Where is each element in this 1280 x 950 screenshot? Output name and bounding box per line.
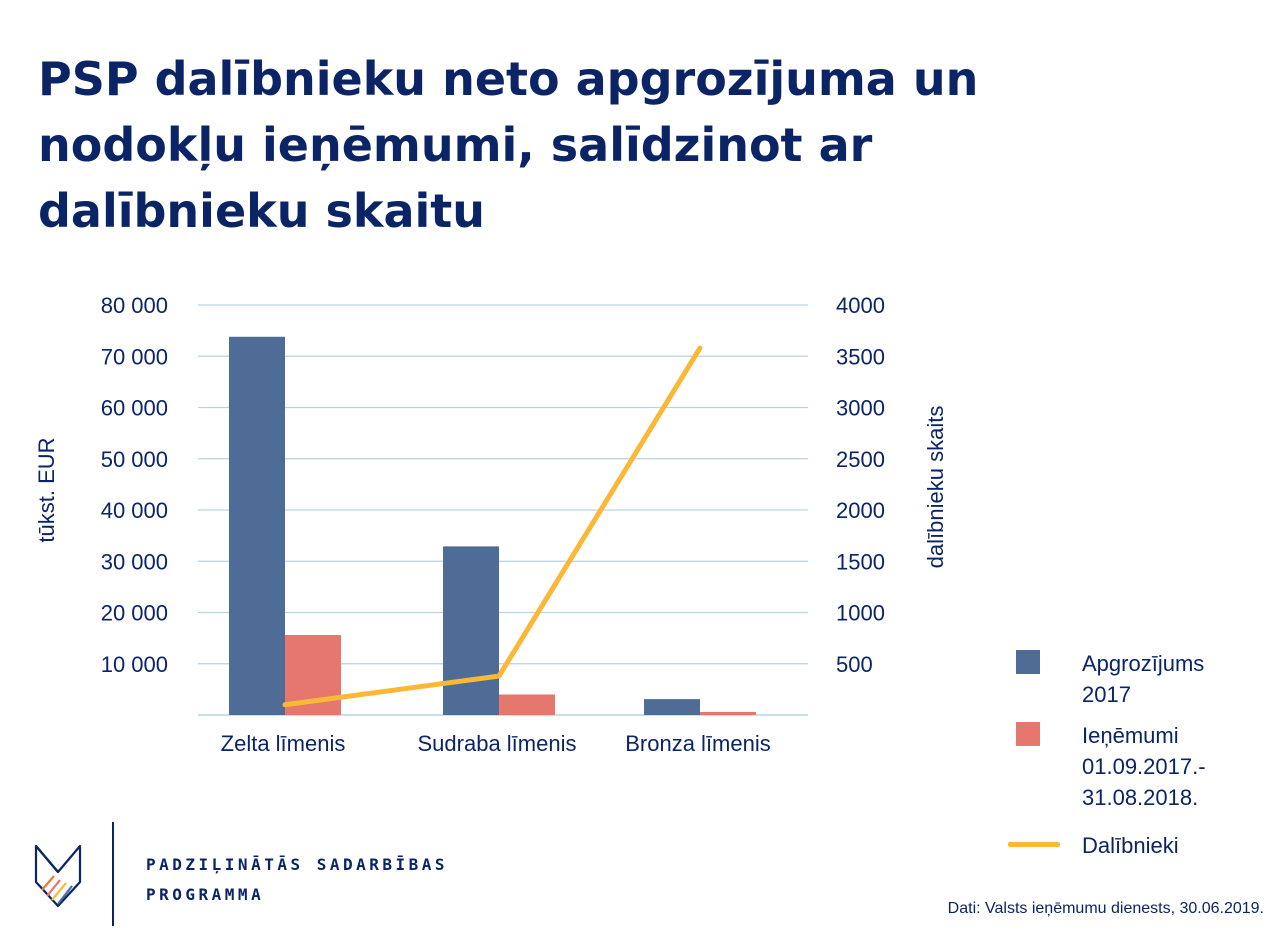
legend-swatch-turnover: [1016, 650, 1040, 674]
y2-tick-label-right: 500: [836, 652, 873, 677]
bar-turnover: [443, 546, 499, 715]
bars: [229, 336, 756, 715]
x-tick-label: Sudraba līmenis: [418, 731, 577, 756]
y2-tick-label-right: 4000: [836, 293, 885, 318]
y-axis-title: tūkst. EUR: [34, 437, 59, 542]
legend-label-participants: Dalībnieki: [1082, 830, 1262, 861]
axes: 10 000 20 000 30 000 40 000 50 000 60 000 70 0…: [34, 293, 948, 756]
y-tick-label-left: 80 000: [101, 293, 168, 318]
y2-tick-label-right: 3500: [836, 344, 885, 369]
bar-turnover: [229, 336, 285, 715]
logo-text-line1: PADZIĻINĀTĀS SADARBĪBAS: [146, 855, 449, 874]
legend-label-turnover-line2: 2017: [1082, 682, 1131, 707]
bar-revenue: [700, 711, 756, 715]
data-source-note: Dati: Valsts ieņēmumu dienests, 30.06.20…: [947, 900, 1264, 917]
logo-text: PADZIĻINĀTĀS SADARBĪBAS PROGRAMMA: [146, 850, 466, 910]
y-tick-label-left: 20 000: [101, 601, 168, 626]
y2-tick-label-right: 1500: [836, 549, 885, 574]
y2-tick-label-right: 2500: [836, 447, 885, 472]
y2-axis-title: dalībnieku skaits: [923, 406, 948, 569]
legend-label-turnover: Apgrozījums 2017: [1082, 648, 1262, 710]
legend-label-revenue: Ieņēmumi 01.09.2017.- 31.08.2018.: [1082, 720, 1262, 813]
bar-turnover: [644, 699, 700, 715]
x-tick-label: Bronza līmenis: [625, 731, 771, 756]
legend-line-participants: [1008, 842, 1060, 847]
y2-tick-label-right: 3000: [836, 396, 885, 421]
y-tick-label-left: 30 000: [101, 549, 168, 574]
y2-tick-label-right: 2000: [836, 498, 885, 523]
legend-label-participants-line1: Dalībnieki: [1082, 833, 1179, 858]
legend-label-revenue-line1: Ieņēmumi: [1082, 723, 1179, 748]
y-tick-label-left: 70 000: [101, 344, 168, 369]
y-tick-label-left: 60 000: [101, 396, 168, 421]
line-series: [282, 345, 703, 708]
y-tick-label-left: 40 000: [101, 498, 168, 523]
y-tick-label-left: 10 000: [101, 652, 168, 677]
psp-logo-icon: [34, 844, 82, 908]
bar-revenue: [499, 694, 555, 715]
chart-title: PSP dalībnieku neto apgrozījuma un nodok…: [38, 52, 979, 238]
logo-text-line2: PROGRAMMA: [146, 885, 265, 904]
x-tick-label: Zelta līmenis: [221, 731, 346, 756]
legend-label-revenue-line2: 01.09.2017.-: [1082, 754, 1206, 779]
logo-divider: [112, 822, 114, 926]
legend-label-revenue-line3: 31.08.2018.: [1082, 785, 1199, 810]
chart: 10 000 20 000 30 000 40 000 50 000 60 000 70 0…: [34, 293, 948, 756]
legend-swatch-revenue: [1016, 722, 1040, 746]
legend-label-turnover-line1: Apgrozījums: [1082, 651, 1205, 676]
y-tick-label-left: 50 000: [101, 447, 168, 472]
y2-tick-label-right: 1000: [836, 601, 885, 626]
